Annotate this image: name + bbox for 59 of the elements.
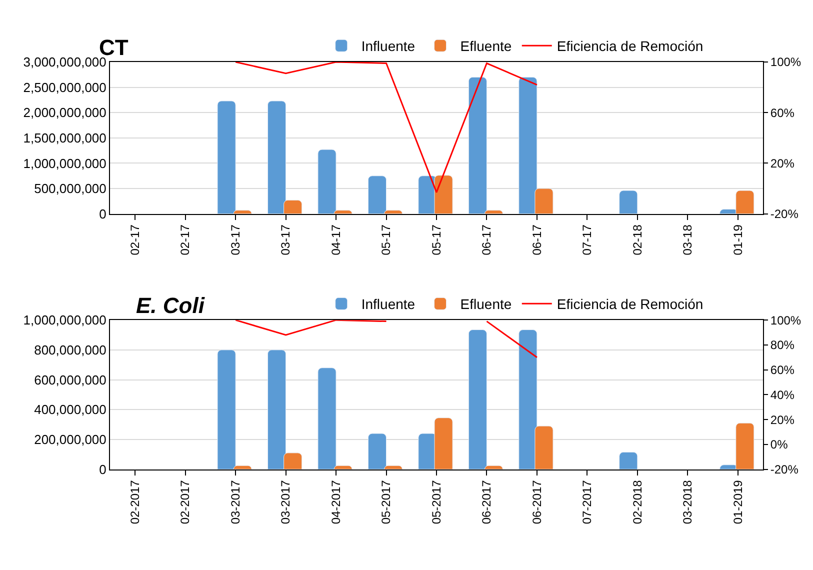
x-tick-label: 05-17 xyxy=(379,224,394,256)
y-tick-label: 0 xyxy=(99,206,106,222)
y2-tick-label: 60% xyxy=(770,363,795,378)
x-tick-label: 02-2017 xyxy=(178,480,192,524)
x-tick-label: 07-2017 xyxy=(580,480,594,524)
y-tick-label: 1,000,000,000 xyxy=(23,156,106,171)
y2-tick-label: 80% xyxy=(770,338,795,352)
x-tick-label: 03-2017 xyxy=(228,480,242,524)
y-tick-label: 500,000,000 xyxy=(34,181,106,196)
legend-label: Efluente xyxy=(460,38,512,54)
y2-tick-label: 100% xyxy=(770,55,802,70)
x-tick-label: 07-17 xyxy=(580,224,594,256)
y2-tick-label: 20% xyxy=(770,156,795,170)
y-tick-label: 400,000,000 xyxy=(34,402,106,418)
y-tick-label: 600,000,000 xyxy=(34,372,106,388)
x-tick-label: 03-17 xyxy=(228,224,242,256)
y-tick-label: 2,000,000,000 xyxy=(23,105,106,120)
y-tick-label: 200,000,000 xyxy=(34,432,106,448)
y-tick-label: 1,000,000,000 xyxy=(23,312,106,328)
y2-tick-label: 40% xyxy=(770,388,795,402)
chart-title: E. Coli xyxy=(136,293,206,318)
legend-label: Influente xyxy=(361,38,416,54)
x-tick-label: 03-18 xyxy=(680,224,695,256)
x-tick-label: 05-2017 xyxy=(379,480,394,524)
x-tick-label: 01-19 xyxy=(730,224,745,256)
y2-tick-label: -20% xyxy=(770,207,799,222)
x-tick-label: 06-2017 xyxy=(480,480,494,524)
y2-tick-label: 100% xyxy=(770,313,802,328)
legend-label: Efluente xyxy=(460,296,512,312)
y-tick-label: 800,000,000 xyxy=(34,342,106,358)
y-tick-label: 1,500,000,000 xyxy=(23,130,106,146)
bar xyxy=(619,190,638,214)
bar xyxy=(619,452,638,470)
x-tick-label: 03-2017 xyxy=(278,480,293,524)
x-tick-label: 06-17 xyxy=(480,224,494,256)
x-tick-label: 02-18 xyxy=(630,224,644,256)
y2-tick-label: 20% xyxy=(770,412,795,427)
x-tick-label: 01-2019 xyxy=(730,480,745,524)
y2-tick-label: -20% xyxy=(770,462,799,477)
y-tick-label: 2,500,000,000 xyxy=(23,80,106,95)
x-tick-label: 02-17 xyxy=(128,224,142,256)
x-tick-label: 02-2017 xyxy=(128,480,142,524)
x-tick-label: 02-2018 xyxy=(630,480,644,524)
x-tick-label: 04-17 xyxy=(328,224,343,256)
line-series xyxy=(234,62,538,194)
x-tick-label: 06-17 xyxy=(530,224,544,256)
x-tick-label: 06-2017 xyxy=(530,480,544,524)
legend-label: Influente xyxy=(361,296,416,312)
y2-tick-label: 60% xyxy=(770,106,795,120)
y2-tick-label: 0% xyxy=(770,438,788,452)
x-tick-label: 05-17 xyxy=(429,224,444,256)
x-tick-label: 03-17 xyxy=(278,224,293,256)
y-tick-label: 0 xyxy=(99,462,106,477)
x-tick-label: 02-17 xyxy=(178,224,192,256)
x-tick-label: 05-2017 xyxy=(429,480,444,524)
legend-label: Eficiencia de Remoción xyxy=(556,38,704,54)
legend-label: Eficiencia de Remoción xyxy=(556,296,704,312)
x-tick-label: 03-2018 xyxy=(680,480,695,524)
x-tick-label: 04-2017 xyxy=(328,480,343,524)
